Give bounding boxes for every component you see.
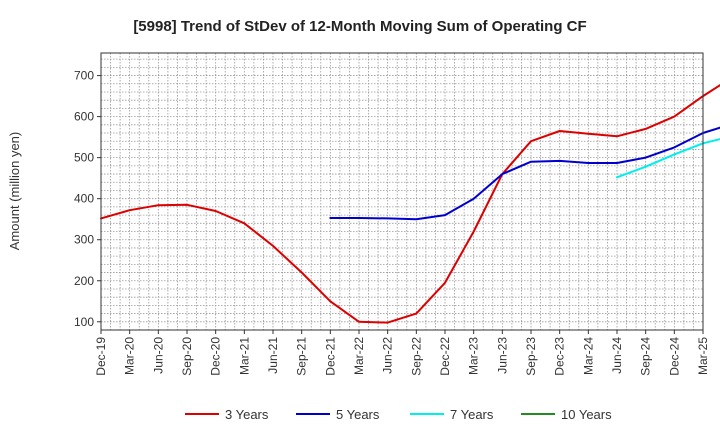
y-tick-label: 700: [74, 69, 94, 83]
x-tick-label: Jun-23: [495, 337, 509, 374]
x-tick-label: Sep-20: [180, 337, 194, 376]
series-line-7-years: [616, 138, 720, 179]
x-tick-label: Jun-20: [151, 337, 165, 374]
x-tick-label: Dec-23: [553, 337, 567, 376]
x-tick-label: Mar-22: [352, 337, 366, 375]
legend-label: 5 Years: [336, 407, 380, 422]
x-tick-label: Mar-25: [696, 337, 710, 375]
x-tick-label: Sep-23: [524, 337, 538, 376]
y-tick-label: 600: [74, 110, 94, 124]
y-tick-label: 100: [74, 315, 94, 329]
x-tick-label: Dec-21: [323, 337, 337, 376]
x-tick-label: Jun-24: [610, 337, 624, 374]
y-tick-label: 500: [74, 151, 94, 165]
x-tick-label: Dec-19: [94, 337, 108, 376]
y-tick-label: 400: [74, 192, 94, 206]
legend-label: 10 Years: [561, 407, 612, 422]
y-axis-label: Amount (million yen): [7, 132, 22, 251]
plot-frame: [100, 52, 704, 331]
x-tick-label: Mar-23: [467, 337, 481, 375]
grid: [101, 53, 703, 330]
x-tick-label: Mar-20: [123, 337, 137, 375]
legend-label: 3 Years: [225, 407, 269, 422]
chart-title: [5998] Trend of StDev of 12-Month Moving…: [133, 18, 586, 35]
x-tick-label: Jun-22: [381, 337, 395, 374]
x-tick-label: Mar-24: [581, 337, 595, 375]
y-tick-label: 300: [74, 233, 94, 247]
x-tick-label: Dec-24: [667, 337, 681, 376]
x-tick-label: Jun-21: [266, 337, 280, 374]
x-tick-label: Mar-21: [237, 337, 251, 375]
series-layer: [100, 83, 720, 324]
x-tick-label: Sep-21: [295, 337, 309, 376]
x-tick-label: Sep-24: [639, 337, 653, 376]
y-tick-label: 200: [74, 274, 94, 288]
x-tick-label: Dec-22: [438, 337, 452, 376]
series-line-3-years: [100, 83, 720, 324]
y-tick-labels: 100 200 300 400 500 600 700: [74, 69, 101, 329]
legend-label: 7 Years: [450, 407, 494, 422]
x-tick-labels: Dec-19 Mar-20 Jun-20 Sep-20 Dec-20 Mar-21 Jun-…: [94, 330, 710, 376]
x-tick-label: Sep-22: [409, 337, 423, 376]
series-line-5-years: [329, 126, 720, 221]
x-tick-label: Dec-20: [209, 337, 223, 376]
legend: 3 Years 5 Years 7 Years 10 Years: [185, 407, 612, 422]
